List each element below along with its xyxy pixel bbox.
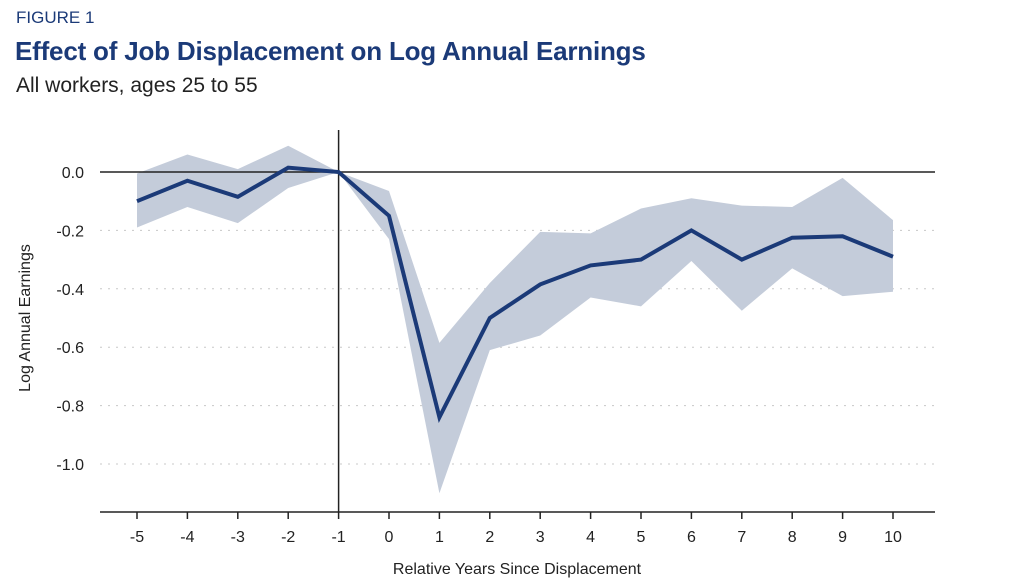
x-tick-label: 1 xyxy=(435,529,444,546)
chart-title: Effect of Job Displacement on Log Annual… xyxy=(15,36,646,66)
x-tick-label: 7 xyxy=(737,529,746,546)
x-tick-label: -4 xyxy=(180,529,194,546)
y-tick-label: -0.4 xyxy=(56,282,84,299)
figure-label: FIGURE 1 xyxy=(16,8,95,27)
confidence-band xyxy=(137,145,893,494)
x-tick-label: 4 xyxy=(586,529,595,546)
y-tick-label: -0.2 xyxy=(56,223,84,240)
x-tick-label: -1 xyxy=(331,529,345,546)
y-tick-label: -0.8 xyxy=(56,399,84,416)
x-tick-label: 8 xyxy=(788,529,797,546)
x-tick-label: 2 xyxy=(485,529,494,546)
x-tick-label: 10 xyxy=(884,529,902,546)
y-tick-label: -1.0 xyxy=(56,457,84,474)
y-axis-label: Log Annual Earnings xyxy=(17,244,34,392)
x-tick-label: 6 xyxy=(687,529,696,546)
y-tick-label: -0.6 xyxy=(56,340,84,357)
y-tick-label: 0.0 xyxy=(62,165,84,182)
x-tick-label: 9 xyxy=(838,529,847,546)
x-tick-label: -3 xyxy=(231,529,245,546)
x-tick-label: 3 xyxy=(536,529,545,546)
x-tick-label: 0 xyxy=(385,529,394,546)
x-tick-label: -5 xyxy=(130,529,144,546)
chart-subtitle: All workers, ages 25 to 55 xyxy=(16,74,258,97)
x-axis-label: Relative Years Since Displacement xyxy=(393,561,642,578)
series-line xyxy=(136,165,894,423)
x-tick-label: 5 xyxy=(637,529,646,546)
x-tick-label: -2 xyxy=(281,529,295,546)
